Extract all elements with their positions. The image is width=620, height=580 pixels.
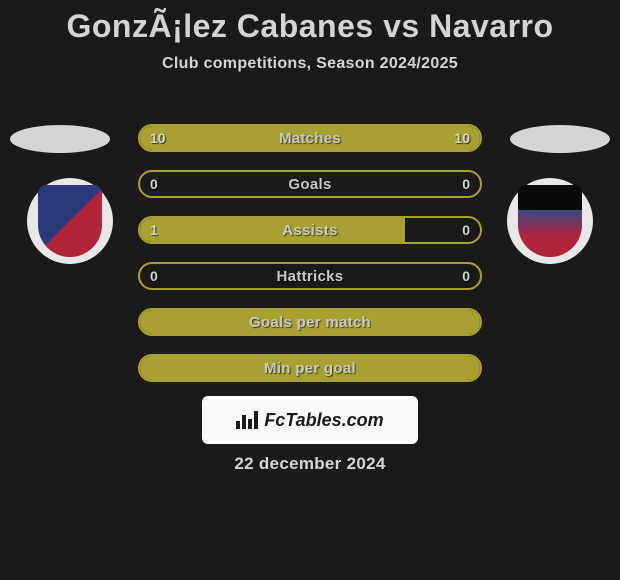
right-player-oval — [510, 125, 610, 153]
brand-logo: FcTables.com — [202, 396, 418, 444]
stat-row-hattricks: 0 Hattricks 0 — [138, 262, 482, 290]
stat-value-left: 10 — [150, 130, 166, 146]
right-team-logo — [507, 178, 593, 264]
left-team-logo — [27, 178, 113, 264]
stat-value-right: 0 — [462, 222, 470, 238]
stat-label: Goals per match — [140, 314, 480, 331]
stat-value-right: 10 — [454, 130, 470, 146]
stat-value-left: 0 — [150, 176, 158, 192]
shield-icon — [38, 185, 102, 257]
stat-row-assists: 1 Assists 0 — [138, 216, 482, 244]
stat-label: Assists — [140, 222, 480, 239]
stat-value-right: 0 — [462, 268, 470, 284]
stat-label: Matches — [140, 130, 480, 147]
stat-value-right: 0 — [462, 176, 470, 192]
brand-text: FcTables.com — [264, 410, 383, 431]
stat-label: Min per goal — [140, 360, 480, 377]
stat-label: Hattricks — [140, 268, 480, 285]
stat-row-min-per-goal: Min per goal — [138, 354, 482, 382]
stat-row-goals: 0 Goals 0 — [138, 170, 482, 198]
comparison-title: GonzÃ¡lez Cabanes vs Navarro — [0, 0, 620, 45]
left-player-oval — [10, 125, 110, 153]
stat-value-left: 0 — [150, 268, 158, 284]
stat-row-matches: 10 Matches 10 — [138, 124, 482, 152]
stat-label: Goals — [140, 176, 480, 193]
stats-container: 10 Matches 10 0 Goals 0 1 Assists 0 0 Ha… — [138, 124, 482, 400]
comparison-date: 22 december 2024 — [0, 454, 620, 474]
stat-value-left: 1 — [150, 222, 158, 238]
shield-icon — [518, 185, 582, 257]
comparison-subtitle: Club competitions, Season 2024/2025 — [0, 55, 620, 73]
stat-row-goals-per-match: Goals per match — [138, 308, 482, 336]
bar-chart-icon — [236, 411, 258, 429]
